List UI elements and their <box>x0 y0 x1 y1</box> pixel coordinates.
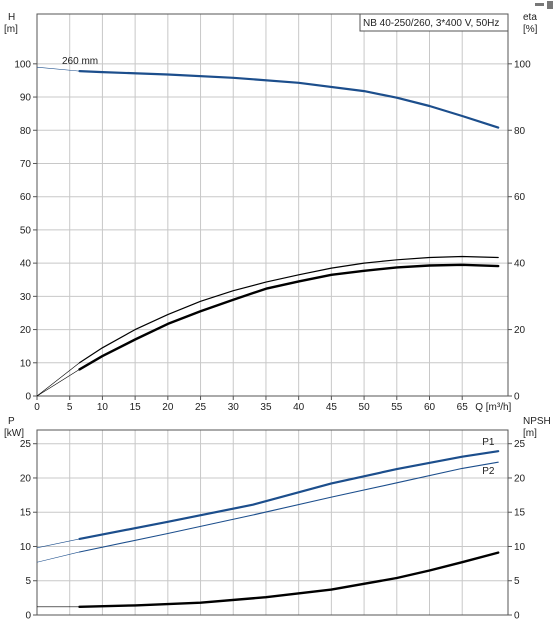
x-tick-label: 60 <box>424 402 436 413</box>
chart-title: NB 40-250/260, 3*400 V, 50Hz <box>363 18 499 29</box>
series-extension-p1 <box>36 538 80 549</box>
y-left-axis-title: H <box>8 12 15 23</box>
x-tick-label: 5 <box>67 402 73 413</box>
y-left-tick-label: 0 <box>25 392 31 403</box>
y-right-tick-label: 80 <box>514 126 526 137</box>
y-left-tick-label: 25 <box>20 439 32 450</box>
y-left-axis-unit: [m] <box>4 24 18 35</box>
series-line-eta <box>78 263 500 371</box>
x-tick-label: 20 <box>162 402 174 413</box>
curve-annotation: 260 mm <box>62 56 98 67</box>
y-left-tick-label: 90 <box>20 93 32 104</box>
x-tick-label: 10 <box>97 402 109 413</box>
y-right-axis-title: NPSH <box>523 416 551 427</box>
plot-frame <box>36 13 509 397</box>
x-tick-label: 0 <box>34 402 40 413</box>
y-right-tick-label: 0 <box>514 392 520 403</box>
y-left-tick-label: 20 <box>20 473 32 484</box>
y-left-tick-label: 0 <box>25 611 31 622</box>
x-tick-label: 50 <box>359 402 371 413</box>
power-npsh-panel: 0 5 10 15 20 25 0 5 10 15 20 25 P[kW] NPSH[m] P1 P2 <box>4 416 551 622</box>
y-right-axis-title: eta <box>523 12 537 23</box>
x-tick-label: 65 <box>457 402 469 413</box>
y-right-tick-label: 60 <box>514 192 526 203</box>
y-left-tick-label: 80 <box>20 126 32 137</box>
x-tick-label: 35 <box>260 402 272 413</box>
y-left-tick-label: 60 <box>20 192 32 203</box>
x-tick-label: 25 <box>195 402 207 413</box>
corner-icon-box <box>547 1 553 9</box>
y-left-tick-label: 10 <box>20 542 32 553</box>
series-extension-h <box>36 66 80 72</box>
y-left-tick-label: 100 <box>14 59 31 70</box>
x-tick-label: 30 <box>228 402 240 413</box>
head-efficiency-panel: 0 10 20 30 40 50 60 70 80 90 100 0 20 40 60 80 100 0 5 10 15… <box>4 1 553 413</box>
y-left-tick-label: 10 <box>20 358 32 369</box>
plot-frame <box>36 429 509 616</box>
y-right-tick-label: 25 <box>514 439 526 450</box>
y-left-tick-label: 30 <box>20 292 32 303</box>
series-line-p1 <box>78 450 500 540</box>
y-right-axis-unit: [m] <box>523 428 537 439</box>
x-axis-label: Q [m³/h] <box>475 402 511 413</box>
y-left-tick-label: 5 <box>25 576 31 587</box>
y-left-tick-label: 15 <box>20 508 32 519</box>
series-label-p1: P1 <box>482 437 495 448</box>
y-right-tick-label: 40 <box>514 259 526 270</box>
series-label-p2: P2 <box>482 466 495 477</box>
corner-menu-icon <box>535 3 544 6</box>
y-right-tick-label: 20 <box>514 325 526 336</box>
y-left-tick-label: 70 <box>20 159 32 170</box>
series-line-eta <box>78 255 499 364</box>
y-right-tick-label: 5 <box>514 576 520 587</box>
y-right-axis-unit: [%] <box>523 24 538 35</box>
y-right-tick-label: 10 <box>514 542 526 553</box>
series-extension-p2 <box>36 551 80 563</box>
y-left-tick-label: 50 <box>20 225 32 236</box>
series-line-npsh <box>78 551 500 608</box>
title-box <box>359 13 509 32</box>
y-right-tick-label: 100 <box>514 59 531 70</box>
x-tick-label: 15 <box>130 402 142 413</box>
x-tick-label: 55 <box>391 402 403 413</box>
x-tick-label: 45 <box>326 402 338 413</box>
y-left-axis-unit: [kW] <box>4 428 24 439</box>
series-extension-eta <box>36 369 80 397</box>
y-right-tick-label: 15 <box>514 508 526 519</box>
y-right-tick-label: 20 <box>514 473 526 484</box>
y-left-tick-label: 20 <box>20 325 32 336</box>
series-line-h <box>78 70 500 129</box>
y-right-tick-label: 0 <box>514 611 520 622</box>
series-extension-eta <box>36 362 80 397</box>
x-tick-label: 40 <box>293 402 305 413</box>
series-line-p2 <box>78 461 499 553</box>
y-left-axis-title: P <box>8 416 15 427</box>
y-left-tick-label: 40 <box>20 259 32 270</box>
